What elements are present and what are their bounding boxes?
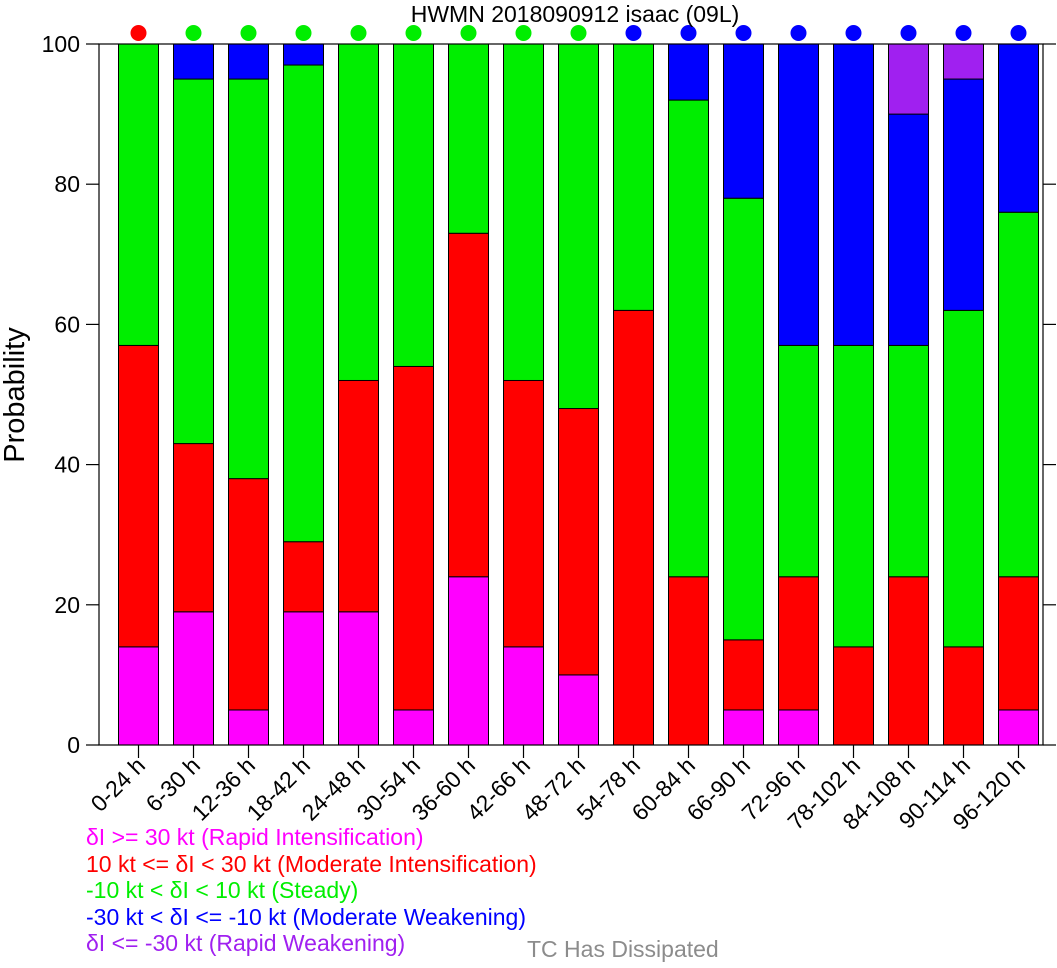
bar-segment-17-series-2 [998,576,1039,711]
bar-segment-4-series-1 [283,611,324,746]
bar-segment-16-series-4 [943,78,984,311]
bar-segment-4-series-3 [283,64,324,543]
bar-segment-15-series-5 [888,43,929,115]
bar-segment-12-series-1 [723,709,764,746]
category-indicator-dot [295,25,312,41]
bar-segment-17-series-1 [998,709,1039,746]
bar-segment-2-series-3 [173,78,214,445]
legend: δI >= 30 kt (Rapid Intensification) 10 k… [86,824,537,957]
legend-item-steady: -10 kt < δI < 10 kt (Steady) [86,877,359,904]
y-tick-label: 40 [54,452,80,478]
bar-segment-3-series-1 [228,709,269,746]
legend-item-rapid-weakening: δI <= -30 kt (Rapid Weakening) [86,930,406,957]
bar-segment-6-series-2 [393,365,434,711]
bar-segment-13-series-2 [778,576,819,711]
category-indicator-dot [570,25,587,41]
axes-group [86,43,1056,758]
bar-segment-6-series-1 [393,709,434,746]
bar-segment-7-series-3 [448,43,489,234]
plot-frame [98,43,1044,746]
bar-segment-6-series-3 [393,43,434,367]
bar-segment-12-series-2 [723,639,764,711]
bar-segment-1-series-2 [118,344,159,648]
category-indicator-dot [130,25,147,41]
category-indicator-dot [405,25,422,41]
bar-segment-1-series-1 [118,646,159,746]
category-indicator-dot [735,25,752,41]
bar-segment-17-series-3 [998,211,1039,578]
y-tick-label: 80 [54,171,80,197]
bar-segment-3-series-3 [228,78,269,480]
bars-group [118,43,1039,746]
bar-segment-9-series-1 [558,674,599,746]
category-indicator-dot [350,25,367,41]
legend-item-moderate-intensification: 10 kt <= δI < 30 kt (Moderate Intensific… [86,850,537,877]
bar-segment-15-series-4 [888,113,929,346]
bar-segment-15-series-3 [888,344,929,578]
bar-segment-9-series-2 [558,408,599,676]
bar-segment-17-series-4 [998,43,1039,213]
category-indicator-dots [130,25,1027,41]
bar-segment-11-series-2 [668,576,709,746]
category-indicator-dot [460,25,477,41]
y-tick-label: 20 [54,592,80,618]
y-tick-label: 100 [42,31,80,57]
category-indicator-dot [790,25,807,41]
bar-segment-12-series-4 [723,43,764,199]
bar-segment-14-series-2 [833,646,874,746]
y-axis-label: Probability [0,327,31,463]
x-tick-label: 0-24 h [86,752,151,817]
bar-segment-10-series-2 [613,309,654,746]
bar-segment-7-series-1 [448,576,489,746]
bar-segment-5-series-3 [338,43,379,381]
category-indicator-dot [625,25,642,41]
bar-segment-7-series-2 [448,232,489,578]
chart-title: HWMN 2018090912 isaac (09L) [411,1,740,27]
bar-segment-9-series-3 [558,43,599,410]
bar-segment-2-series-4 [173,43,214,80]
bar-segment-5-series-2 [338,379,379,613]
bar-segment-14-series-3 [833,344,874,648]
category-indicator-dot [955,25,972,41]
legend-item-moderate-weakening: -30 kt < δI <= -10 kt (Moderate Weakenin… [86,903,527,930]
bar-segment-14-series-4 [833,43,874,346]
legend-item-rapid-intensification: δI >= 30 kt (Rapid Intensification) [86,824,424,850]
bar-segment-8-series-1 [503,646,544,746]
y-tick-label: 60 [54,311,80,337]
y-tick-label: 0 [67,732,80,758]
bar-segment-2-series-2 [173,443,214,613]
category-indicator-dot [900,25,917,41]
bar-segment-2-series-1 [173,611,214,746]
category-indicator-dot [680,25,697,41]
bar-segment-3-series-4 [228,43,269,80]
category-indicator-dot [1010,25,1027,41]
bar-segment-16-series-3 [943,309,984,648]
bar-segment-8-series-3 [503,43,544,381]
category-indicator-dot [185,25,202,41]
bar-segment-12-series-3 [723,197,764,641]
bar-segment-10-series-3 [613,43,654,311]
bar-segment-13-series-4 [778,43,819,346]
bar-segment-1-series-3 [118,43,159,346]
bar-segment-13-series-1 [778,709,819,746]
bar-segment-3-series-2 [228,478,269,711]
category-indicator-dot [845,25,862,41]
bar-segment-16-series-2 [943,646,984,746]
bar-segment-15-series-2 [888,576,929,746]
bar-segment-11-series-4 [668,43,709,101]
bar-segment-11-series-3 [668,99,709,578]
category-indicator-dot [515,25,532,41]
bar-segment-16-series-5 [943,43,984,80]
category-indicator-dot [240,25,257,41]
bar-segment-4-series-2 [283,541,324,613]
legend-item-dissipated: TC Has Dissipated [527,936,719,962]
bar-segment-5-series-1 [338,611,379,746]
bar-segment-13-series-3 [778,344,819,578]
bar-segment-4-series-4 [283,43,324,66]
bar-segment-8-series-2 [503,379,544,648]
